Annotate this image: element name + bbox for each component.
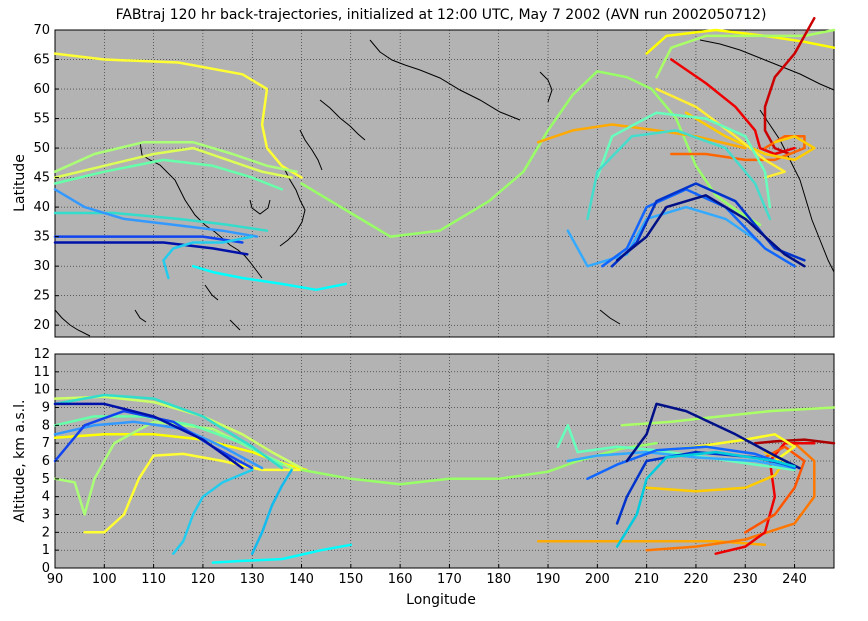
map-y-tick-label: 65	[33, 53, 50, 68]
map-trajectory-23	[601, 188, 796, 268]
altitude-trajectory-7	[53, 393, 284, 470]
altitude-trajectory-27	[615, 450, 796, 548]
altitude-trajectory-13	[250, 468, 293, 555]
map-trajectory-16	[763, 16, 816, 156]
map-trajectory-22	[566, 205, 762, 268]
altitude-y-tick-label: 0	[42, 561, 50, 576]
map-trajectory-5	[53, 158, 284, 191]
map-trajectory-6	[53, 211, 269, 232]
altitude-trajectory-16	[714, 441, 816, 555]
map-trajectory-18	[684, 111, 816, 162]
map-y-ticks: 20 25 30 35 40 45 50 55 60 65 70	[33, 23, 59, 333]
altitude-y-tick-label: 8	[42, 418, 50, 433]
altitude-x-tick-label: 100	[92, 572, 117, 587]
altitude-x-tick-label: 210	[634, 572, 659, 587]
altitude-x-tick-label: 150	[338, 572, 363, 587]
altitude-trajectory-10	[53, 402, 244, 470]
altitude-y-tick-label: 4	[42, 490, 50, 505]
map-trajectory-7	[53, 188, 259, 238]
map-panel: 20 25 30 35 40 45 50 55 60 65 70 Latitude	[12, 16, 836, 338]
map-trajectory-4	[53, 140, 298, 173]
altitude-trajectory-12	[211, 543, 353, 564]
map-trajectory-19	[655, 87, 786, 179]
altitude-trajectory-24	[586, 445, 796, 481]
altitude-plot-area	[54, 353, 835, 569]
altitude-y-tick-label: 5	[42, 472, 50, 487]
map-y-tick-label: 20	[33, 318, 50, 333]
map-trajectory-24	[610, 182, 806, 268]
map-trajectories	[53, 16, 836, 292]
altitude-trajectory-18	[744, 445, 806, 534]
altitude-y-tick-label: 12	[33, 347, 50, 362]
altitude-x-tick-label: 110	[141, 572, 166, 587]
altitude-trajectory-8	[53, 420, 264, 470]
altitude-y-tick-label: 6	[42, 454, 50, 469]
altitude-x-tick-label: 140	[289, 572, 314, 587]
map-y-tick-label: 40	[33, 200, 50, 215]
map-y-tick-label: 55	[33, 112, 50, 127]
figure-title: FABtraj 120 hr back-trajectories, initia…	[116, 7, 767, 23]
altitude-x-tick-label: 160	[388, 572, 413, 587]
map-plot-area	[54, 29, 835, 338]
altitude-x-tick-label: 170	[437, 572, 462, 587]
map-trajectory-11	[191, 264, 348, 292]
altitude-x-tick-label: 90	[47, 572, 64, 587]
altitude-x-tick-label: 180	[486, 572, 511, 587]
map-y-tick-label: 50	[33, 141, 50, 156]
altitude-trajectory-3	[300, 441, 658, 486]
altitude-y-tick-label: 2	[42, 525, 50, 540]
map-trajectory-21	[586, 129, 772, 221]
map-trajectory-1	[53, 52, 303, 179]
map-trajectory-9	[53, 241, 249, 256]
map-y-tick-label: 60	[33, 82, 50, 97]
map-trajectory-13	[645, 28, 836, 55]
altitude-trajectory-15	[645, 441, 816, 552]
altitude-ylabel: Altitude, km a.s.l.	[12, 400, 28, 523]
map-trajectory-15	[670, 58, 796, 156]
map-trajectory-25	[615, 194, 806, 268]
altitude-trajectory-11	[172, 468, 254, 555]
map-y-tick-label: 25	[33, 289, 50, 304]
map-trajectory-8	[53, 235, 244, 244]
altitude-trajectory-17	[753, 438, 836, 445]
altitude-trajectory-26	[625, 402, 801, 470]
altitude-y-tick-label: 11	[33, 365, 50, 380]
altitude-y-tick-label: 10	[33, 383, 50, 398]
map-trajectory-17	[670, 135, 806, 162]
altitude-x-tick-label: 230	[733, 572, 758, 587]
map-trajectory-12	[536, 123, 747, 150]
map-trajectory-20	[596, 111, 772, 209]
altitude-trajectory-23	[566, 450, 796, 470]
altitude-trajectory-21	[620, 406, 836, 427]
altitude-x-tick-label: 120	[190, 572, 215, 587]
map-ylabel: Latitude	[12, 154, 28, 212]
altitude-y-tick-label: 3	[42, 508, 50, 523]
map-y-tick-label: 30	[33, 259, 50, 274]
altitude-y-tick-label: 1	[42, 543, 50, 558]
altitude-x-tick-label: 220	[684, 572, 709, 587]
map-y-tick-label: 70	[33, 23, 50, 38]
map-trajectory-10	[162, 235, 254, 280]
altitude-x-ticks: 90 100 110 120 130 140 150 160 170 180 190 200 210 22…	[47, 564, 807, 587]
altitude-x-tick-label: 190	[536, 572, 561, 587]
altitude-x-tick-label: 130	[240, 572, 265, 587]
altitude-xlabel: Longitude	[406, 592, 476, 608]
altitude-x-tick-label: 200	[585, 572, 610, 587]
map-trajectory-14	[655, 28, 836, 79]
altitude-x-tick-label: 240	[782, 572, 807, 587]
altitude-trajectories	[53, 393, 836, 564]
map-trajectory-3	[53, 146, 293, 179]
altitude-y-tick-label: 7	[42, 436, 50, 451]
altitude-y-tick-label: 9	[42, 401, 50, 416]
map-y-tick-label: 35	[33, 230, 50, 245]
map-trajectory-2	[300, 70, 762, 238]
map-y-tick-label: 45	[33, 171, 50, 186]
